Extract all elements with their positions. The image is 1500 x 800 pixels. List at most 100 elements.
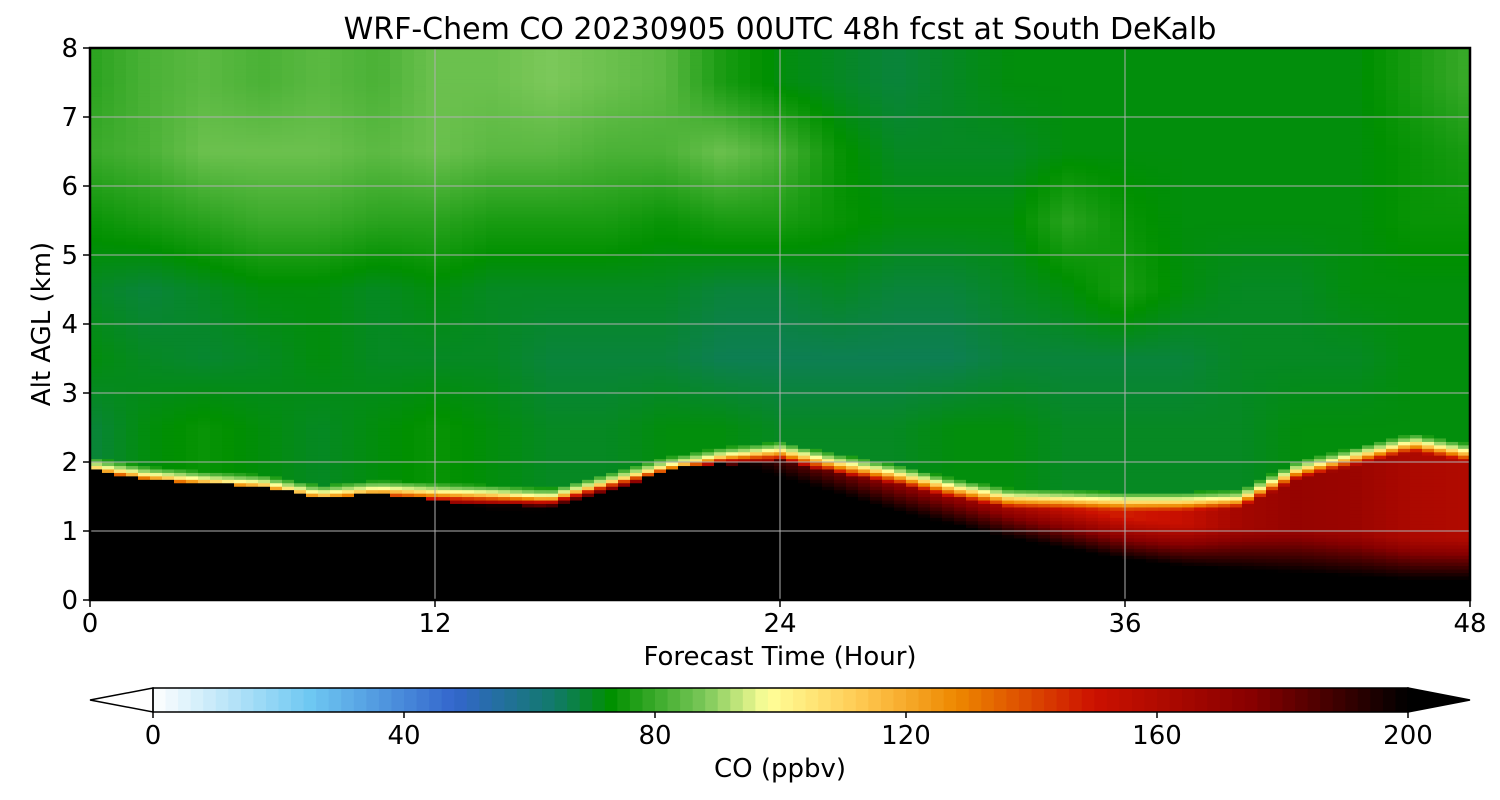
field-cell (342, 220, 355, 225)
field-cell (174, 65, 187, 70)
field-cell (354, 227, 367, 232)
field-cell (210, 68, 223, 73)
field-cell (378, 58, 391, 63)
field-cell (90, 244, 103, 249)
field-cell (198, 175, 211, 180)
field-cell (294, 192, 307, 197)
field-cell (126, 562, 139, 567)
field-cell (174, 134, 187, 139)
field-cell (138, 486, 151, 491)
field-cell (402, 496, 415, 501)
field-cell (234, 517, 247, 522)
field-cell (114, 58, 127, 63)
field-cell (138, 437, 151, 442)
field-cell (354, 569, 367, 574)
field-cell (294, 175, 307, 180)
field-cell (378, 230, 391, 235)
field-cell (438, 503, 451, 508)
field-cell (450, 244, 463, 249)
field-cell (378, 462, 391, 467)
field-cell (222, 365, 235, 370)
field-cell (414, 582, 427, 587)
field-cell (282, 137, 295, 142)
field-cell (294, 248, 307, 253)
field-cell (258, 544, 271, 549)
field-cell (366, 279, 379, 284)
field-cell (114, 86, 127, 91)
field-cell (318, 175, 331, 180)
field-cell (282, 589, 295, 594)
field-cell (114, 475, 127, 480)
field-cell (186, 248, 199, 253)
field-cell (366, 217, 379, 222)
field-cell (186, 75, 199, 80)
field-cell (438, 410, 451, 415)
field-cell (282, 265, 295, 270)
field-cell (318, 544, 331, 549)
field-cell (246, 358, 259, 363)
field-cell (318, 330, 331, 335)
field-cell (402, 237, 415, 242)
field-cell (138, 86, 151, 91)
field-cell (126, 82, 139, 87)
field-cell (342, 320, 355, 325)
field-cell (330, 496, 343, 501)
field-cell (294, 65, 307, 70)
field-cell (414, 572, 427, 577)
field-cell (234, 472, 247, 477)
field-cell (402, 596, 415, 600)
field-cell (282, 61, 295, 66)
field-cell (282, 541, 295, 546)
field-cell (402, 113, 415, 118)
field-cell (282, 217, 295, 222)
field-cell (270, 372, 283, 377)
field-cell (402, 482, 415, 487)
field-cell (162, 158, 175, 163)
field-cell (114, 510, 127, 515)
field-cell (234, 451, 247, 456)
field-cell (198, 413, 211, 418)
field-cell (390, 289, 403, 294)
field-cell (414, 541, 427, 546)
field-cell (450, 382, 463, 387)
field-cell (306, 358, 319, 363)
field-cell (186, 210, 199, 215)
field-cell (282, 144, 295, 149)
field-cell (378, 313, 391, 318)
field-cell (294, 537, 307, 542)
field-cell (126, 220, 139, 225)
field-cell (222, 306, 235, 311)
field-cell (390, 227, 403, 232)
field-cell (354, 151, 367, 156)
field-cell (102, 358, 115, 363)
field-cell (114, 48, 127, 53)
field-cell (354, 510, 367, 515)
field-cell (450, 306, 463, 311)
field-cell (402, 486, 415, 491)
field-cell (270, 327, 283, 332)
field-cell (162, 472, 175, 477)
field-cell (174, 123, 187, 128)
field-cell (186, 320, 199, 325)
field-cell (390, 65, 403, 70)
field-cell (234, 399, 247, 404)
field-cell (210, 144, 223, 149)
field-cell (138, 199, 151, 204)
field-cell (366, 244, 379, 249)
field-cell (162, 444, 175, 449)
field-cell (282, 330, 295, 335)
field-cell (174, 417, 187, 422)
field-cell (186, 472, 199, 477)
field-cell (162, 199, 175, 204)
field-cell (282, 544, 295, 549)
field-cell (222, 548, 235, 553)
field-cell (90, 106, 103, 111)
field-cell (330, 327, 343, 332)
field-cell (234, 268, 247, 273)
field-cell (186, 165, 199, 170)
field-cell (282, 379, 295, 384)
field-cell (306, 151, 319, 156)
field-cell (354, 524, 367, 529)
field-cell (210, 482, 223, 487)
field-cell (102, 396, 115, 401)
